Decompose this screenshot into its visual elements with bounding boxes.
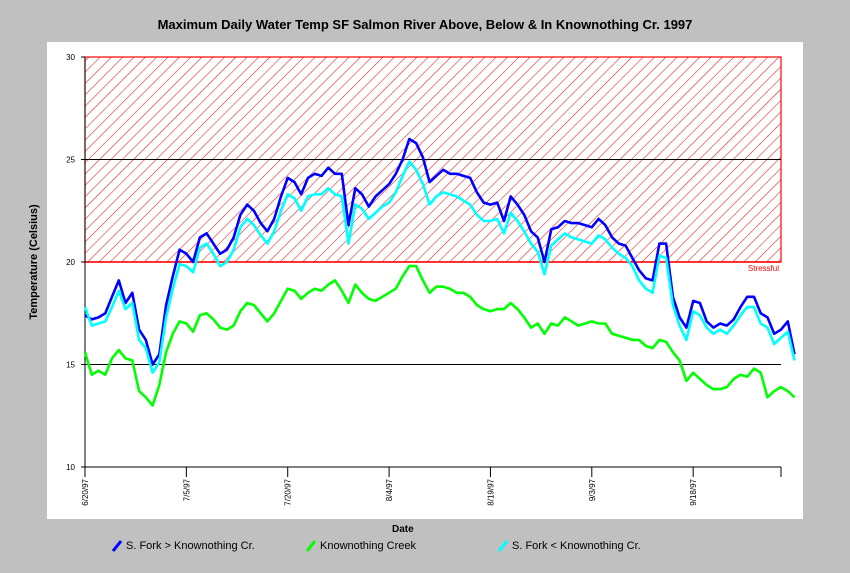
x-tick-label: 6/20/97 [81,478,90,505]
y-tick-label: 25 [66,156,75,165]
y-axis-label: Temperature (Celsius) [28,204,40,320]
legend-item: Knownothing Creek [306,540,417,553]
series-line-3 [83,160,796,375]
x-tick-label: 8/4/97 [385,478,394,501]
y-tick-label: 30 [66,53,75,62]
legend-label: S. Fork > Knownothing Cr. [126,540,255,552]
series-line-2 [83,264,796,407]
legend-item: S. Fork < Knownothing Cr. [498,540,641,553]
legend-item: S. Fork > Knownothing Cr. [112,540,255,553]
chart-title: Maximum Daily Water Temp SF Salmon River… [157,17,693,32]
x-tick-label: 9/18/97 [689,478,698,505]
y-tick-label: 10 [66,463,75,472]
x-tick-label: 8/19/97 [486,478,495,505]
stress-zone-label: Stressful [748,264,779,273]
x-tick-label: 7/20/97 [284,478,293,505]
legend-swatch [306,540,316,553]
y-tick-label: 20 [66,258,75,267]
legend-swatch [112,540,122,553]
plot-area: Stressful 10 15 20 25 30 6/20/97 7/5/97 7/20/97 8… [47,42,803,519]
x-tick-label: 9/3/97 [588,478,597,501]
legend-label: Knownothing Creek [320,540,417,552]
y-tick-label: 15 [66,361,75,370]
legend-label: S. Fork < Knownothing Cr. [512,540,641,552]
series-line-1 [84,137,796,366]
x-tick-label: 7/5/97 [182,478,191,501]
legend-swatch [498,540,508,553]
x-axis-label: Date [392,524,414,535]
chart-svg: Stressful 10 15 20 25 30 6/20/97 7/5/97 7/20/97 8… [66,53,796,506]
